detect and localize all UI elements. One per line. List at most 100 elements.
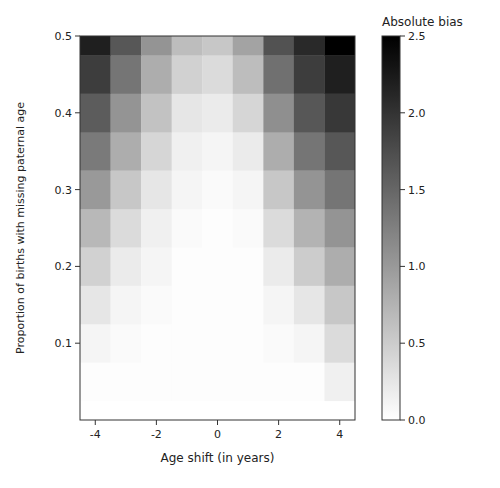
x-tick-label: 2 xyxy=(275,428,282,441)
cell xyxy=(294,36,325,56)
cell xyxy=(111,362,142,401)
cell xyxy=(202,247,233,286)
cell xyxy=(111,286,142,325)
cell xyxy=(263,247,294,286)
colorbar-tick xyxy=(400,420,405,421)
cell xyxy=(111,247,142,286)
cell xyxy=(172,94,203,133)
cell xyxy=(233,55,264,94)
cell xyxy=(172,170,203,209)
x-tick-label: -2 xyxy=(151,428,162,441)
cell xyxy=(172,55,203,94)
cell xyxy=(294,362,325,401)
cell xyxy=(141,247,172,286)
cell xyxy=(324,247,355,286)
cell xyxy=(111,55,142,94)
colorbar-title: Absolute bias xyxy=(382,15,463,29)
cell xyxy=(111,170,142,209)
cell xyxy=(202,170,233,209)
colorbar-tick-label: 0.5 xyxy=(408,337,426,350)
cell xyxy=(233,209,264,248)
y-tick xyxy=(75,266,80,267)
cell xyxy=(324,55,355,94)
cell xyxy=(202,362,233,401)
cell xyxy=(111,132,142,171)
cell xyxy=(111,94,142,133)
cell xyxy=(202,94,233,133)
cell xyxy=(172,286,203,325)
cell xyxy=(233,247,264,286)
y-tick-label: 0.3 xyxy=(55,184,73,197)
cell xyxy=(324,132,355,171)
cell xyxy=(263,132,294,171)
cell xyxy=(294,247,325,286)
cell xyxy=(111,36,142,56)
cell xyxy=(80,36,111,56)
cell xyxy=(263,209,294,248)
cell xyxy=(233,132,264,171)
cell xyxy=(172,324,203,363)
cell xyxy=(80,324,111,363)
cell xyxy=(294,324,325,363)
cells xyxy=(80,36,355,401)
cell xyxy=(202,286,233,325)
cell xyxy=(141,170,172,209)
cell xyxy=(80,132,111,171)
y-axis-label: Proportion of births with missing patern… xyxy=(14,102,27,354)
cell xyxy=(141,209,172,248)
cell xyxy=(172,247,203,286)
cell xyxy=(141,286,172,325)
cell xyxy=(263,94,294,133)
cell xyxy=(172,36,203,56)
cell xyxy=(324,209,355,248)
cell xyxy=(202,324,233,363)
y-tick-label: 0.1 xyxy=(55,337,73,350)
cell xyxy=(172,209,203,248)
cell xyxy=(141,132,172,171)
cell xyxy=(202,55,233,94)
colorbar xyxy=(382,36,400,420)
x-tick xyxy=(95,420,96,425)
cell xyxy=(172,132,203,171)
cell xyxy=(233,170,264,209)
cell xyxy=(80,247,111,286)
y-tick xyxy=(75,112,80,113)
plot-frame xyxy=(80,36,355,420)
cell xyxy=(294,209,325,248)
colorbar-tick xyxy=(400,189,405,190)
cell xyxy=(141,55,172,94)
cell xyxy=(233,362,264,401)
cell xyxy=(294,55,325,94)
y-tick xyxy=(75,189,80,190)
cell xyxy=(263,36,294,56)
x-tick xyxy=(339,420,340,425)
x-tick-label: 0 xyxy=(214,428,221,441)
colorbar-tick-label: 1.5 xyxy=(408,184,426,197)
cell xyxy=(324,170,355,209)
cell xyxy=(233,36,264,56)
cell xyxy=(294,132,325,171)
chart: -4-20240.10.20.30.40.5Age shift (in year… xyxy=(0,0,500,488)
cell xyxy=(233,94,264,133)
cell xyxy=(80,55,111,94)
colorbar-tick xyxy=(400,266,405,267)
cell xyxy=(202,132,233,171)
colorbar-tick-label: 1.0 xyxy=(408,260,426,273)
cell xyxy=(141,362,172,401)
y-tick xyxy=(75,36,80,37)
cell xyxy=(111,209,142,248)
colorbar-tick-label: 2.5 xyxy=(408,30,426,43)
cell xyxy=(111,324,142,363)
colorbar-tick xyxy=(400,112,405,113)
y-tick-label: 0.4 xyxy=(55,107,73,120)
y-tick-label: 0.5 xyxy=(55,30,73,43)
cell xyxy=(233,286,264,325)
cell xyxy=(324,36,355,56)
cell xyxy=(80,286,111,325)
cell xyxy=(141,36,172,56)
cell xyxy=(294,286,325,325)
cell xyxy=(263,324,294,363)
cell xyxy=(202,36,233,56)
colorbar-tick-label: 0.0 xyxy=(408,414,426,427)
x-tick-label: -4 xyxy=(90,428,101,441)
